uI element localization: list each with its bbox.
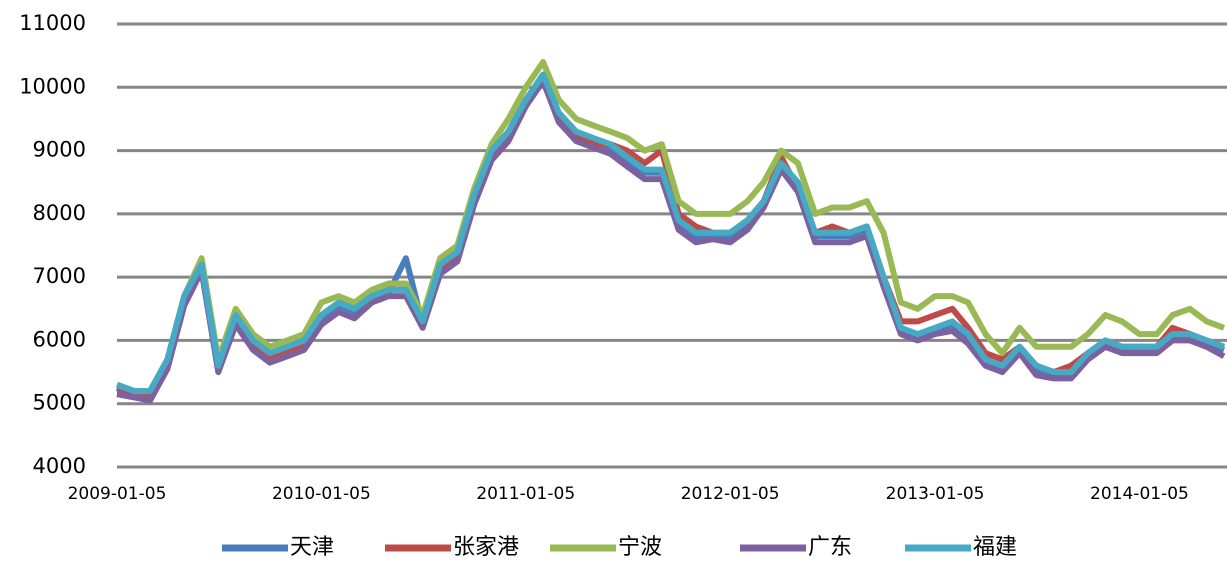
x-tick-label: 2013-01-05 [886, 484, 985, 504]
legend-label: 宁波 [618, 535, 662, 560]
y-tick-label: 8000 [33, 201, 86, 225]
series-line [115, 71, 1226, 395]
series-line [115, 59, 1226, 395]
y-tick-label: 7000 [33, 264, 86, 288]
y-tick-label: 6000 [33, 327, 86, 351]
x-tick-label: 2011-01-05 [476, 484, 575, 504]
y-tick-label: 9000 [33, 138, 86, 162]
x-tick-label: 2012-01-05 [681, 484, 780, 504]
y-tick-label: 10000 [19, 74, 86, 98]
legend-label: 广东 [808, 535, 852, 560]
x-tick-label: 2010-01-05 [272, 484, 371, 504]
x-tick-label: 2009-01-05 [68, 484, 167, 504]
y-tick-label: 4000 [33, 454, 86, 478]
legend-label: 张家港 [453, 535, 519, 560]
x-tick-label: 2014-01-05 [1090, 484, 1189, 504]
y-tick-label: 11000 [19, 11, 86, 35]
y-tick-label: 5000 [33, 391, 86, 415]
legend-label: 天津 [290, 535, 334, 560]
legend-label: 福建 [973, 535, 1017, 560]
